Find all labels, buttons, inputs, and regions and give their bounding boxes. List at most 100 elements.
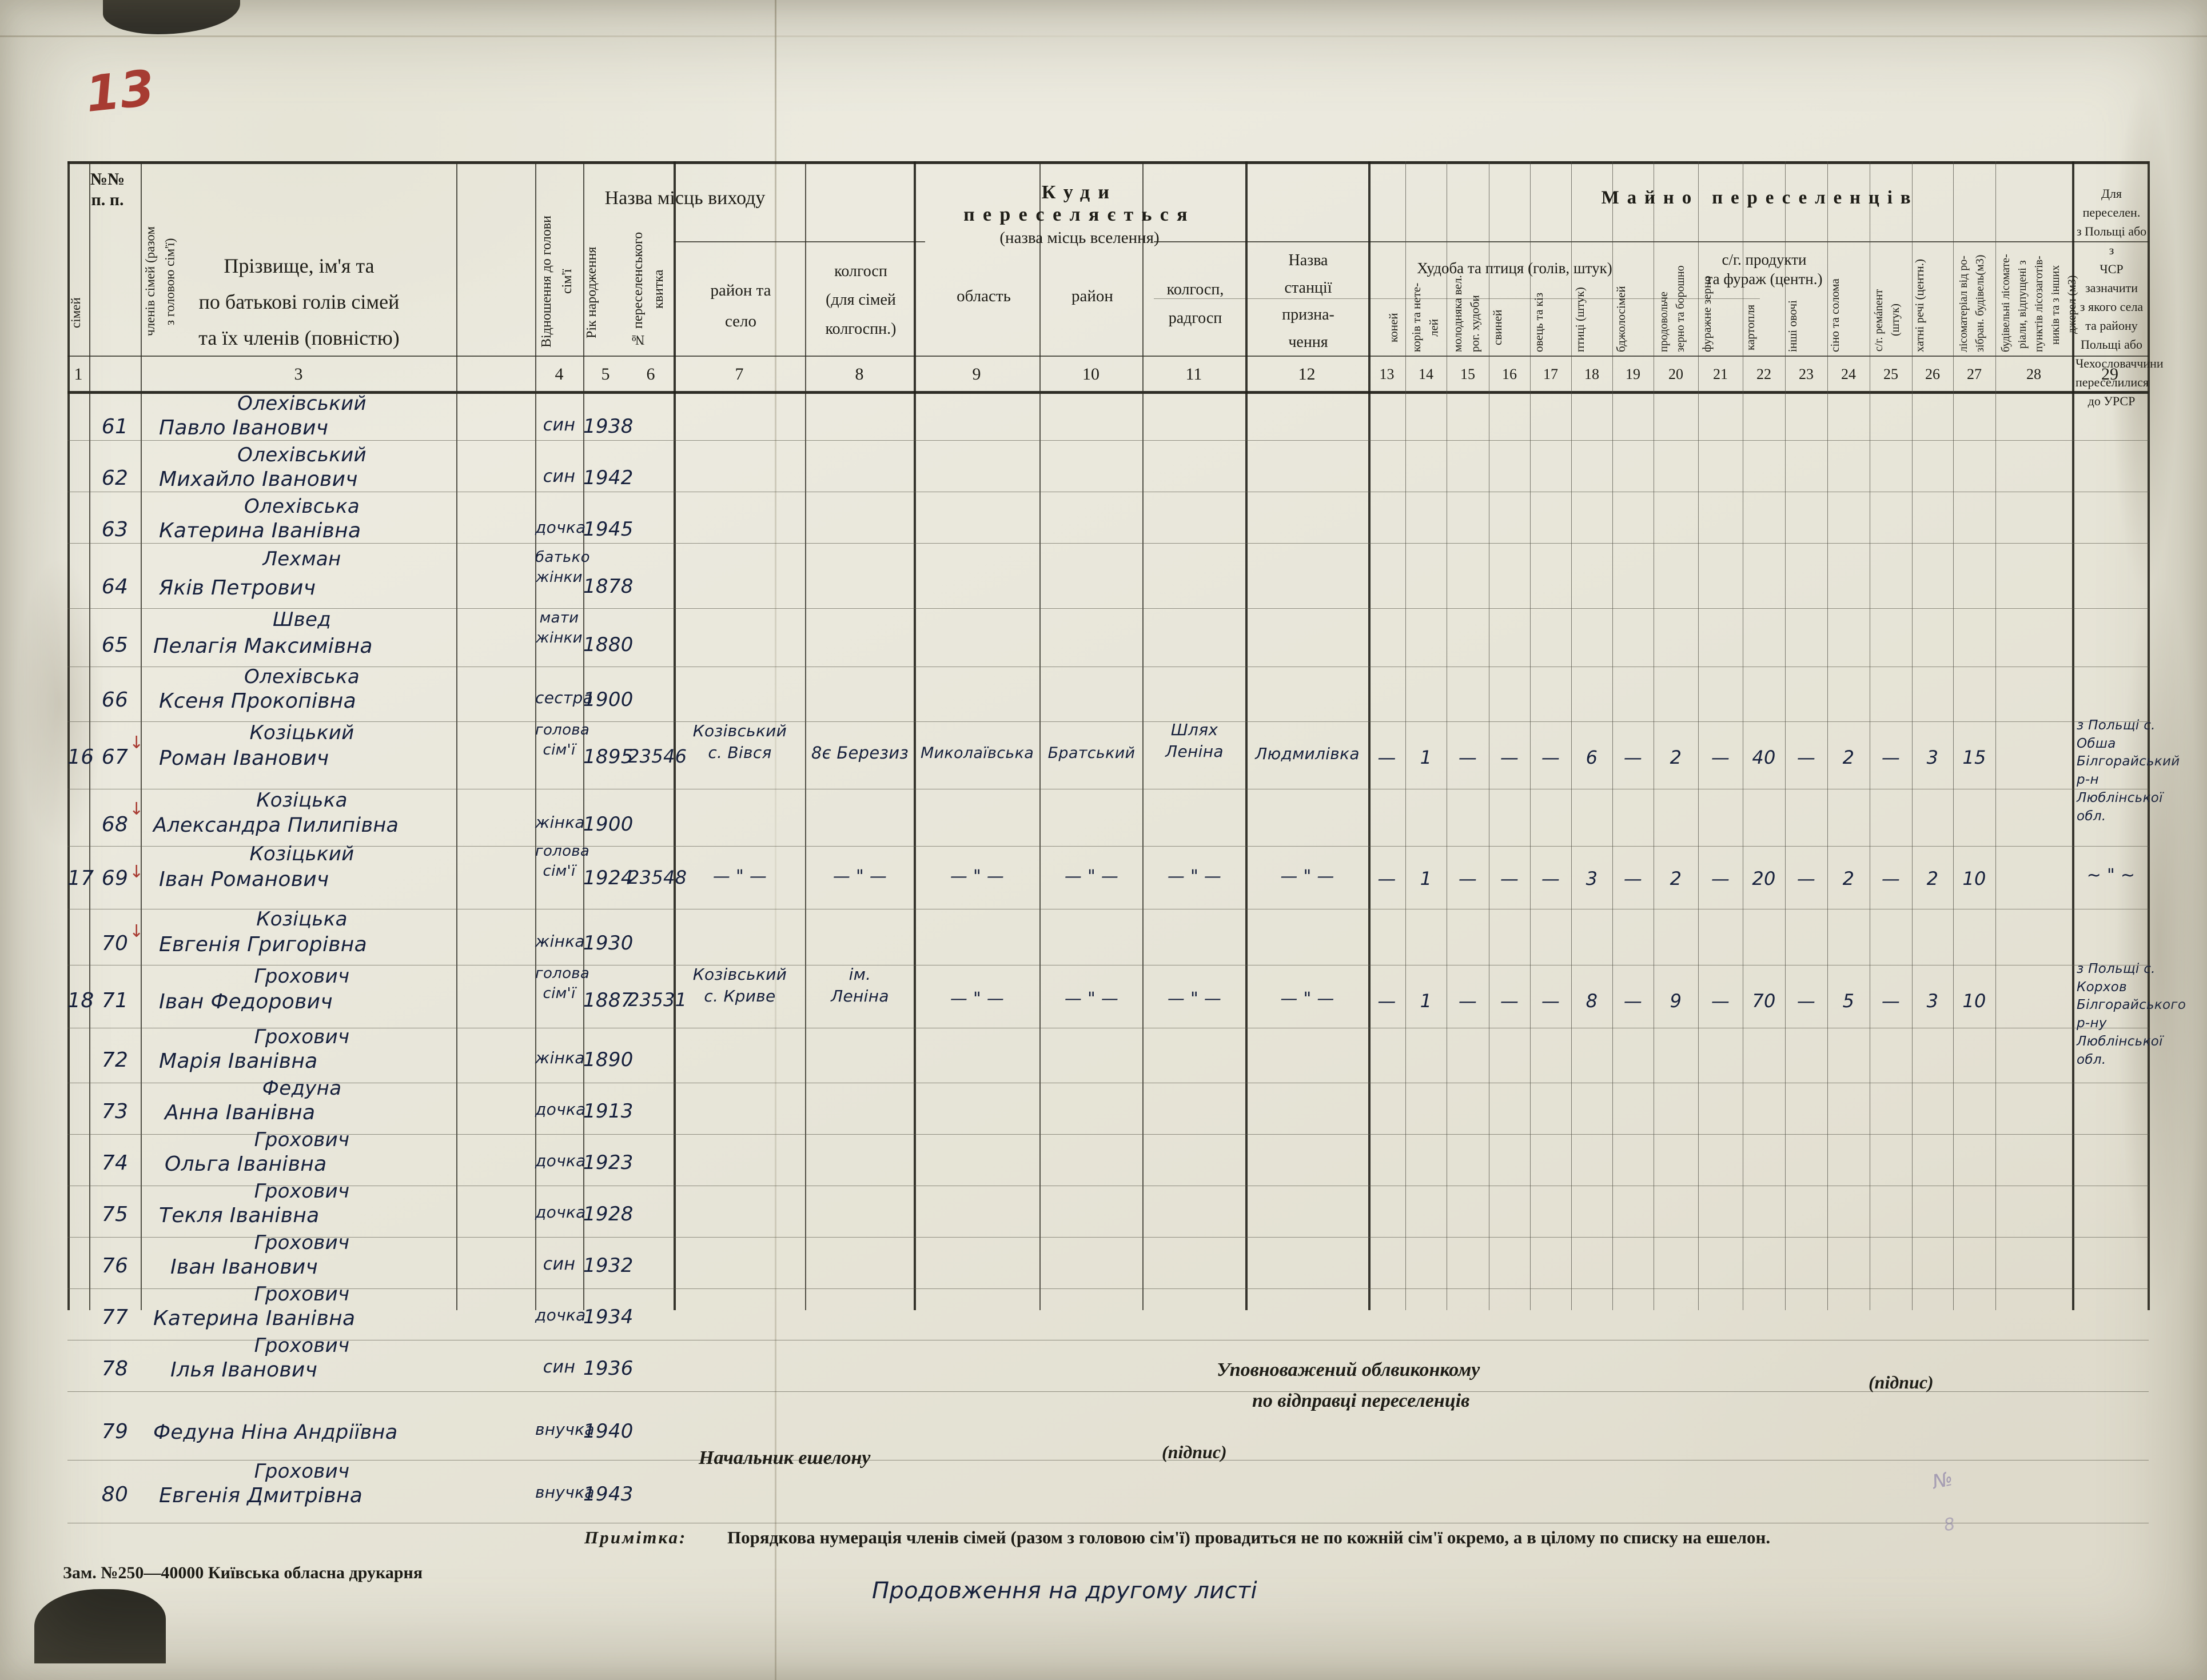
vline-c26	[1953, 161, 1954, 1310]
birth-year: 1878	[583, 575, 634, 598]
produce-21: —	[1711, 990, 1730, 1012]
dest-raion: — " —	[1064, 867, 1119, 887]
station-name: — " —	[1280, 867, 1334, 887]
livestock-17: —	[1541, 990, 1560, 1012]
vline-c5	[583, 161, 584, 1310]
origin-kolhosp: — " —	[832, 867, 887, 887]
birth-year: 1913	[583, 1100, 634, 1123]
vline-right-edge	[2148, 161, 2150, 1310]
livestock-14: 1	[1420, 990, 1432, 1012]
livestock-13: —	[1377, 990, 1396, 1012]
header-destination-line2: (назва місць вселення)	[999, 228, 1160, 247]
header-produce-line2: та фураж (центн.)	[1706, 270, 1823, 288]
colhead-16: свиней	[1491, 309, 1504, 346]
produce-27: 10	[1962, 868, 1986, 889]
table-top-border	[67, 161, 2149, 164]
verification-tick: ↓	[129, 862, 144, 882]
birth-year: 1900	[583, 688, 634, 711]
livestock-15: —	[1458, 747, 1477, 768]
colnum-27: 27	[1967, 366, 1982, 382]
relation: голова сім'ї	[535, 965, 590, 1003]
dest-oblast: — " —	[950, 989, 1005, 1009]
relation: син	[543, 1254, 576, 1274]
livestock-18: 3	[1585, 868, 1598, 889]
birth-year: 1930	[583, 932, 634, 955]
colhead-29: Для переселен. з Польщі або з ЧСР зазначит…	[2075, 186, 2164, 408]
vline-c2	[141, 161, 142, 1310]
origin-kolhosp: ім. Леніна	[831, 965, 889, 1005]
vline-c28	[2072, 161, 2074, 1310]
dest-oblast: Миколаївська	[920, 744, 1034, 762]
colnum-11: 11	[1185, 365, 1202, 384]
produce-26: 3	[1926, 747, 1939, 768]
colhead-14: корів та нете-лей	[1409, 282, 1441, 352]
member-number: 66	[101, 688, 129, 712]
dest-oblast: — " —	[950, 867, 1005, 887]
member-number: 68	[101, 813, 129, 836]
produce-23: —	[1796, 868, 1816, 889]
full-name: Ксеня Прокопівна	[159, 689, 357, 713]
produce-25: —	[1881, 990, 1901, 1012]
colhead-10: район	[1071, 287, 1113, 305]
surname: Козіцький	[249, 721, 354, 744]
origin-note: з Польщі с. Корхов Білгорайського р-ну Л…	[2077, 961, 2186, 1067]
member-number: 71	[101, 989, 129, 1012]
rule-dest-group	[674, 241, 925, 242]
birth-year: 1938	[583, 415, 634, 438]
livestock-18: 8	[1585, 990, 1598, 1012]
dest-kolhosp: Шлях Леніна	[1165, 720, 1224, 761]
archival-pencil-mark: №	[1930, 1467, 1955, 1494]
vline-c22	[1785, 161, 1786, 1310]
colnum-5: 5	[601, 365, 610, 384]
colnum-17: 17	[1543, 366, 1558, 382]
full-name: Іван Іванович	[170, 1255, 318, 1279]
full-name: Александра Пилипівна	[153, 814, 399, 837]
livestock-19: —	[1623, 868, 1643, 889]
colhead-24: сіно та солома	[1828, 278, 1842, 352]
surname: Грохович	[254, 1128, 350, 1151]
full-name: Евгенія Дмитрівна	[159, 1484, 363, 1507]
birth-year: 1900	[583, 813, 634, 836]
full-name: Яків Петрович	[159, 576, 316, 600]
colnum-24: 24	[1841, 366, 1856, 382]
full-name: Ілья Іванович	[170, 1358, 318, 1382]
colhead-9: область	[957, 287, 1011, 305]
colhead-11: колгосп, радгосп	[1166, 281, 1224, 328]
colhead-6: № переселенського квитка	[631, 232, 666, 347]
colnum-15: 15	[1460, 366, 1475, 382]
livestock-16: —	[1500, 990, 1519, 1012]
note-text: Порядкова нумерація членів сімей (разом …	[727, 1527, 1771, 1547]
origin-district: — " —	[712, 867, 767, 887]
colnum-22: 22	[1756, 366, 1771, 382]
member-number: 63	[101, 518, 129, 541]
colnum-14: 14	[1419, 366, 1433, 382]
surname: Олехівський	[237, 444, 366, 466]
livestock-16: —	[1500, 747, 1519, 768]
colnum-8: 8	[855, 365, 864, 384]
colnum-13: 13	[1379, 366, 1395, 382]
birth-year: 1945	[583, 518, 634, 541]
birth-year: 1890	[583, 1048, 634, 1071]
colhead-8: колгосп (для сімей колгоспн.)	[825, 262, 897, 338]
member-number: 77	[101, 1306, 129, 1329]
colhead-23: інші овочі	[1786, 300, 1799, 352]
surname: Грохович	[254, 1283, 350, 1306]
relation: жінка	[535, 1048, 585, 1067]
produce-25: —	[1881, 747, 1901, 768]
livestock-19: —	[1623, 747, 1643, 768]
ticket-number: 23531	[628, 989, 687, 1011]
produce-23: —	[1796, 990, 1816, 1012]
member-number: 61	[101, 415, 129, 438]
livestock-17: —	[1541, 747, 1560, 768]
produce-20: 2	[1670, 747, 1682, 768]
continuation-note: Продовження на другому листі	[872, 1578, 1257, 1604]
full-name: Текля Іванівна	[159, 1204, 320, 1227]
relation: дочка	[535, 518, 586, 537]
vline-c16	[1530, 161, 1531, 1310]
produce-21: —	[1711, 868, 1730, 889]
family-number: 18	[67, 989, 94, 1012]
header-produce-line1: с/г. продукти	[1722, 251, 1807, 268]
colnum-21: 21	[1713, 366, 1728, 382]
member-number: 72	[101, 1048, 129, 1072]
member-number: 73	[101, 1100, 129, 1123]
